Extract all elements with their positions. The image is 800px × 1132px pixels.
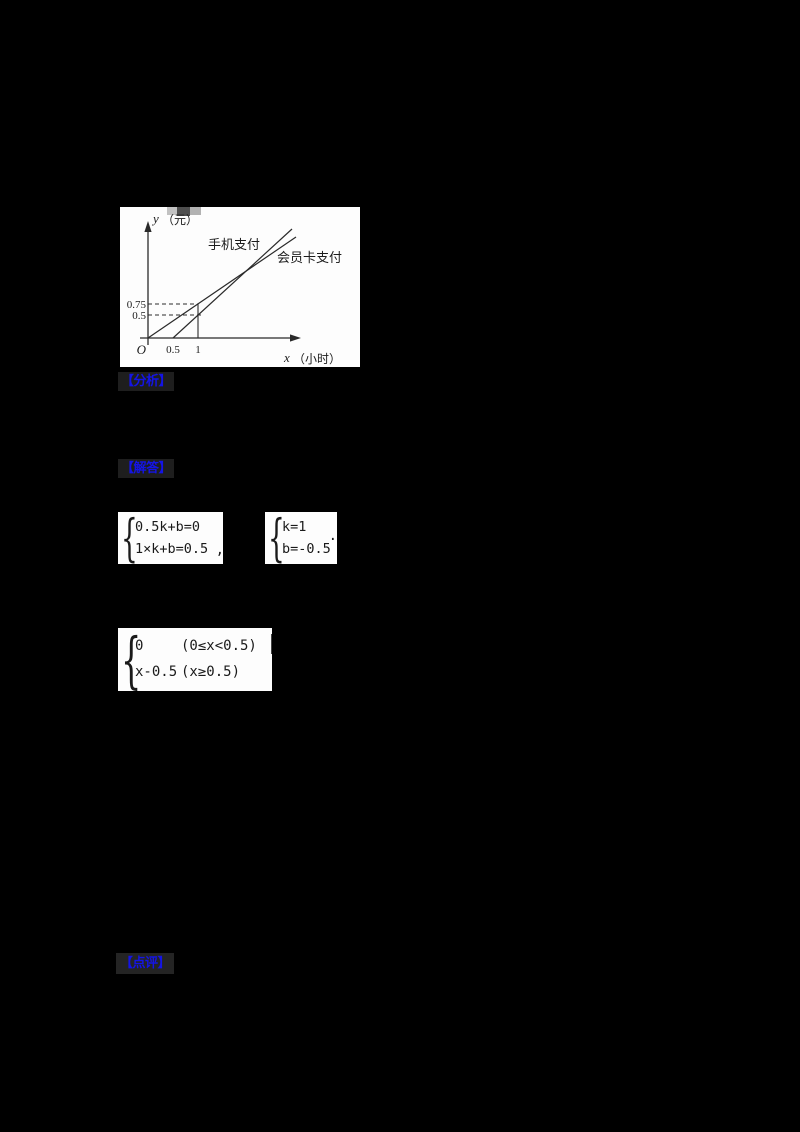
piecewise-function: { 0 (0≤x<0.5) x-0.5 (x≥0.5) xyxy=(118,628,272,691)
equation-line: b=-0.5 xyxy=(282,540,331,557)
piecewise-row: x-0.5 (x≥0.5) xyxy=(135,661,257,684)
y-tick-0-5: 0.5 xyxy=(132,310,146,322)
y-axis-unit: （元） xyxy=(162,213,198,227)
comment-tag: 【点评】 xyxy=(116,953,175,974)
scan-smudge xyxy=(190,207,201,215)
equation-system-2-lines: k=1 b=-0.5 xyxy=(282,518,331,559)
analysis-tag: 【分析】 xyxy=(118,372,175,391)
equation-line: 1×k+b=0.5 xyxy=(135,540,209,557)
piecewise-condition: (0≤x<0.5) xyxy=(181,638,257,654)
member-card-label: 会员卡支付 xyxy=(277,251,342,266)
equation-system-1-lines: 0.5k+b=0 1×k+b=0.5 xyxy=(135,518,208,559)
x-axis-letter: x xyxy=(283,350,290,365)
y-axis-letter: y xyxy=(151,211,159,226)
payment-graph-svg: y （元） x （小时） O 0.5 1 0.75 0.5 手机支付 会员卡支付 xyxy=(127,207,342,366)
left-brace: { xyxy=(121,508,138,568)
equation-line: k=1 xyxy=(282,518,307,535)
equation-system-1: { 0.5k+b=0 1×k+b=0.5 , xyxy=(118,508,224,568)
equation-system-2: { k=1 b=-0.5 . xyxy=(265,512,337,564)
x-tick-1: 1 xyxy=(195,344,201,356)
y-axis-arrow-icon xyxy=(144,221,152,232)
piecewise-condition: (x≥0.5) xyxy=(181,664,241,680)
piecewise-expression: 0 xyxy=(135,638,144,654)
answer-tag: 【解答】 xyxy=(118,459,175,478)
scan-smudge xyxy=(177,207,190,216)
piecewise-rows: 0 (0≤x<0.5) x-0.5 (x≥0.5) xyxy=(135,635,257,684)
trailing-period: . xyxy=(328,528,337,544)
scan-smudge xyxy=(167,207,177,215)
left-brace: { xyxy=(121,623,142,696)
mobile-pay-line xyxy=(147,236,297,339)
scan-edge-mark xyxy=(271,634,272,654)
mobile-pay-label: 手机支付 xyxy=(208,238,260,253)
answer-tag-label: 【解答】 xyxy=(121,461,172,476)
x-tick-0-5: 0.5 xyxy=(166,344,180,356)
trailing-comma: , xyxy=(215,542,224,558)
left-brace: { xyxy=(268,508,285,568)
piecewise-expression: x-0.5 xyxy=(135,664,178,680)
x-axis-unit: （小时） xyxy=(293,352,341,366)
piecewise-row: 0 (0≤x<0.5) xyxy=(135,635,257,658)
equation-line: 0.5k+b=0 xyxy=(135,518,201,535)
origin-label: O xyxy=(137,342,147,357)
payment-graph-figure: y （元） x （小时） O 0.5 1 0.75 0.5 手机支付 会员卡支付 xyxy=(120,207,360,367)
x-axis-arrow-icon xyxy=(290,334,301,342)
analysis-tag-label: 【分析】 xyxy=(121,374,172,389)
y-tick-0-75: 0.75 xyxy=(127,299,147,311)
comment-tag-label: 【点评】 xyxy=(120,956,171,971)
member-card-line xyxy=(172,228,293,339)
